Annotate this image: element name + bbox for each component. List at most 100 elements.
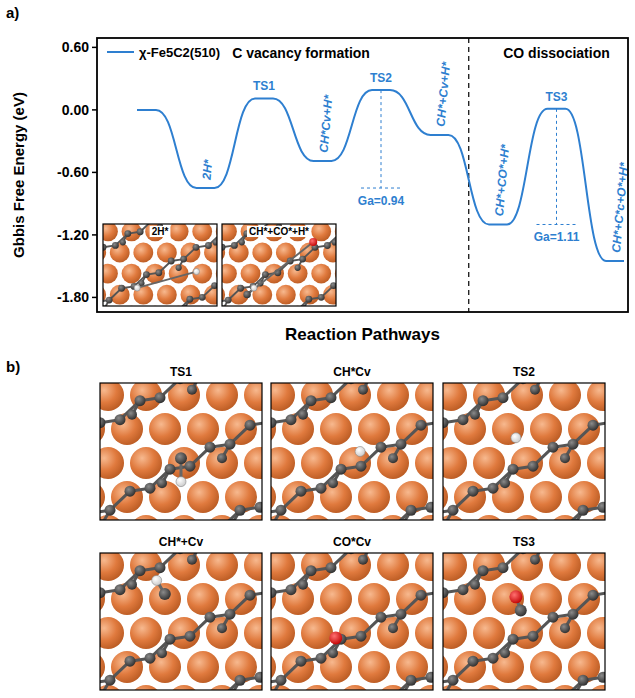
c-atom <box>443 587 449 598</box>
c-atom <box>568 609 579 620</box>
barrier-value: 0.94 <box>381 194 405 208</box>
c-atom <box>193 244 200 251</box>
c-atom <box>305 296 312 303</box>
c-atom <box>332 239 336 245</box>
structure-title: TS3 <box>513 535 535 549</box>
panel-letter: a) <box>6 4 19 21</box>
c-atom <box>530 385 540 395</box>
c-atom <box>157 478 167 488</box>
fe-atom <box>443 383 467 411</box>
fe-atom <box>454 583 486 615</box>
structure-image <box>100 553 262 690</box>
c-atom <box>199 294 206 301</box>
fe-atom <box>271 383 295 411</box>
c-atom <box>324 242 331 249</box>
barrier-base <box>361 188 401 189</box>
c-atom <box>120 239 126 245</box>
fe-atom <box>244 685 262 690</box>
c-atom <box>358 555 368 565</box>
c-atom <box>180 256 187 263</box>
fe-atom <box>358 413 390 445</box>
fe-atom <box>100 553 124 581</box>
fe-atom <box>204 243 217 263</box>
fe-atom <box>110 243 130 263</box>
structure-title: CH*Cv <box>333 365 371 379</box>
fe-atom <box>271 553 295 581</box>
structure-image <box>271 553 433 690</box>
fe-atom <box>149 583 181 615</box>
fe-atom <box>252 243 272 263</box>
fe-atom <box>320 413 352 445</box>
state-label: 2H* <box>199 158 215 181</box>
structure-image <box>103 224 217 306</box>
x-axis-title: Reaction Pathways <box>285 325 440 344</box>
label-bg <box>247 226 311 237</box>
c-atom <box>318 294 325 301</box>
fe-atom <box>587 515 605 520</box>
c-atom <box>376 612 387 623</box>
fe-atom <box>415 685 433 690</box>
fe-atom <box>415 617 433 649</box>
adsorbate-atom <box>175 452 187 464</box>
c-atom <box>124 230 131 237</box>
fe-atom <box>244 617 262 649</box>
structure-image <box>271 383 433 520</box>
c-atom <box>143 271 150 278</box>
fe-atom <box>300 285 320 305</box>
c-atom <box>296 656 307 667</box>
fe-atom <box>415 447 433 479</box>
c-atom <box>356 631 367 642</box>
c-atom <box>298 580 308 590</box>
c-atom <box>286 584 297 595</box>
c-atom <box>500 648 510 658</box>
fe-atom <box>130 515 162 520</box>
c-atom <box>498 562 509 573</box>
c-atom <box>239 239 245 245</box>
c-atom <box>396 439 407 450</box>
c-atom <box>358 385 368 395</box>
fe-atom <box>111 481 143 513</box>
fe-atom <box>377 553 409 581</box>
adsorbate-atom <box>511 433 521 443</box>
structure-frame <box>271 553 433 690</box>
section-title: CO dissociation <box>503 45 610 61</box>
fe-atom <box>271 481 276 513</box>
fe-atom <box>443 651 448 683</box>
c-atom <box>127 580 137 590</box>
c-atom <box>388 623 398 633</box>
fe-atom <box>149 413 181 445</box>
c-atom <box>458 414 469 425</box>
c-atom <box>186 296 193 303</box>
fe-atom <box>276 285 296 305</box>
c-atom <box>155 392 166 403</box>
barrier-value: 1.11 <box>557 230 580 244</box>
c-atom <box>100 417 106 428</box>
c-atom <box>478 395 489 406</box>
structure-frame <box>103 224 217 306</box>
adsorbate-atom <box>309 238 317 246</box>
fe-atom <box>358 651 390 683</box>
c-atom <box>217 623 227 633</box>
c-atom <box>528 461 539 472</box>
c-atom <box>105 675 116 686</box>
c-atom <box>330 282 336 289</box>
fe-atom <box>511 515 543 520</box>
c-atom <box>548 442 559 453</box>
c-atom <box>598 672 606 683</box>
fe-atom <box>358 481 390 513</box>
structure-image <box>222 224 336 306</box>
c-atom <box>211 282 217 289</box>
structure-frame <box>100 553 262 690</box>
fe-atom <box>130 447 162 479</box>
fe-atom <box>587 383 605 411</box>
fe-atom <box>530 481 562 513</box>
c-atom <box>498 392 509 403</box>
fe-atom <box>530 651 562 683</box>
fe-atom <box>473 617 505 649</box>
fe-atom <box>222 224 237 241</box>
fe-atom <box>288 264 308 284</box>
state-label: TS3 <box>545 90 567 104</box>
c-atom <box>560 623 570 633</box>
c-atom <box>548 612 559 623</box>
fe-atom <box>301 447 333 479</box>
